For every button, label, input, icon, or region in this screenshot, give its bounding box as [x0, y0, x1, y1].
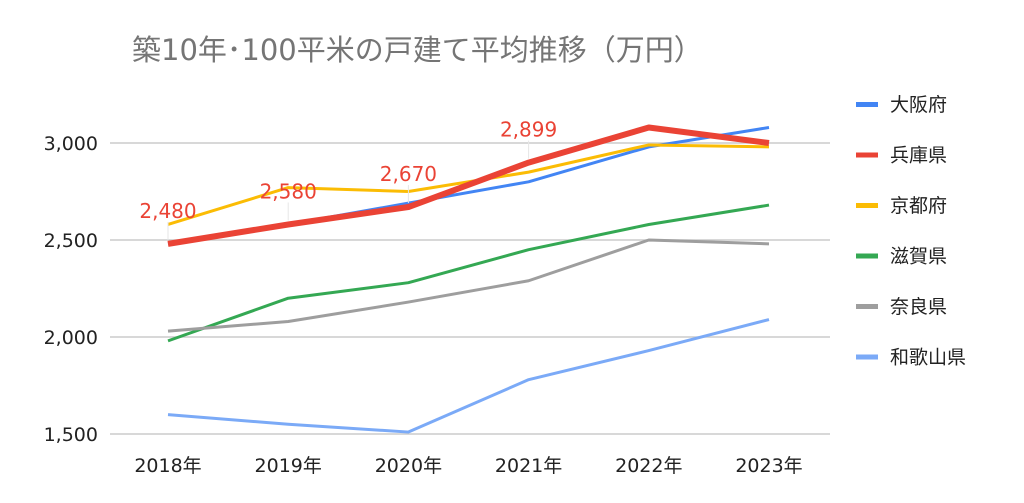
- legend-label: 滋賀県: [890, 246, 947, 268]
- x-tick-label: 2021年: [495, 455, 562, 477]
- x-tick-label: 2022年: [615, 455, 682, 477]
- data-label: 2,670: [380, 162, 437, 186]
- legend-swatch: [856, 102, 878, 107]
- legend-item: 滋賀県: [856, 246, 947, 268]
- legend-label: 奈良県: [890, 296, 947, 318]
- legend-swatch: [856, 253, 878, 259]
- legend-label: 兵庫県: [890, 145, 947, 167]
- legend-label: 和歌山県: [890, 347, 966, 369]
- legend-item: 和歌山県: [856, 347, 966, 369]
- legend-label: 大阪府: [890, 94, 947, 116]
- data-label: 2,899: [500, 118, 557, 142]
- x-tick-label: 2023年: [735, 455, 802, 477]
- data-label: 2,580: [260, 179, 317, 203]
- chart-title: 築10年･100平米の戸建て平均推移（万円）: [132, 33, 703, 67]
- legend-swatch: [856, 304, 878, 309]
- series-line-滋賀県: [167, 203, 770, 343]
- legend-item: 京都府: [856, 195, 947, 217]
- x-tick-label: 2018年: [134, 455, 201, 477]
- series-line-兵庫県: [167, 124, 770, 247]
- x-tick-label: 2020年: [375, 455, 442, 477]
- series-line-和歌山県: [167, 318, 770, 434]
- legend-item: 兵庫県: [856, 145, 947, 167]
- data-label: 2,480: [139, 199, 196, 223]
- y-tick-label: 2,000: [44, 327, 98, 349]
- legend-item: 大阪府: [856, 94, 947, 116]
- legend-item: 奈良県: [856, 296, 947, 318]
- legend-label: 京都府: [890, 195, 947, 217]
- x-tick-label: 2019年: [255, 455, 322, 477]
- legend-swatch: [856, 152, 878, 158]
- y-tick-label: 3,000: [44, 133, 98, 155]
- series-line-奈良県: [167, 238, 770, 333]
- legend-swatch: [856, 203, 878, 208]
- y-tick-label: 1,500: [44, 424, 98, 446]
- y-tick-label: 2,500: [44, 230, 98, 252]
- legend-swatch: [856, 354, 878, 360]
